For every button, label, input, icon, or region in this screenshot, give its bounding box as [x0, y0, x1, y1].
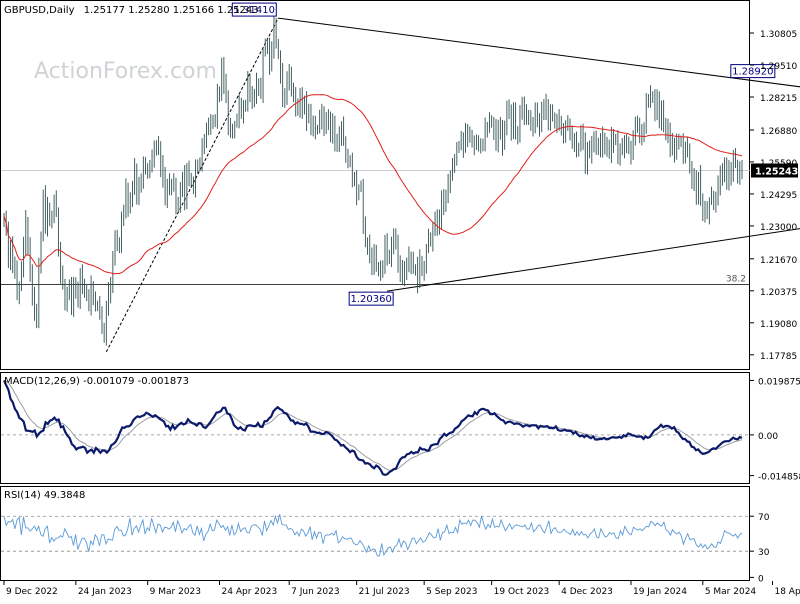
price-tick-label: 1.23000 [760, 223, 797, 233]
rsi-title: RSI(14) 49.3848 [4, 490, 85, 501]
price-tick-label: 1.21670 [760, 256, 797, 266]
current-price-marker [751, 163, 798, 178]
ma-line [3, 94, 743, 275]
macd-title: MACD(12,26,9) -0.001079 -0.001873 [4, 376, 189, 387]
macd-tick-label: 0.00 [758, 432, 778, 442]
current-price-label: 1.25243 [755, 166, 798, 177]
rsi-tick-label: 30 [758, 548, 770, 558]
date-tick-label: 9 Dec 2022 [6, 587, 58, 597]
rsi-panel: 70 30 0 [1, 513, 770, 584]
date-tick-label: 4 Dec 2023 [561, 587, 613, 597]
watermark: ActionForex.com [34, 59, 217, 84]
date-tick-label: 19 Oct 2023 [494, 587, 550, 597]
date-tick-label: 5 Mar 2024 [705, 587, 757, 597]
date-tick-label: 9 Mar 2023 [150, 587, 201, 597]
rsi-tick-label: 0 [758, 574, 764, 584]
price-panel-frame [0, 0, 750, 370]
date-tick-label: 24 Jan 2023 [78, 587, 132, 597]
macd-panel: 0.019875 0.00 -0.014858 [1, 377, 800, 483]
macd-tick-label: 0.019875 [758, 377, 800, 387]
price-annotation-label: 1.28920 [732, 67, 773, 78]
trendline-0 [278, 17, 800, 88]
price-trendlines [105, 17, 800, 353]
price-candles [3, 14, 743, 346]
moving-average [3, 94, 743, 275]
date-tick-label: 18 Apr 2024 [774, 587, 800, 597]
price-tick-label: 1.28215 [760, 94, 797, 104]
date-tick-label: 21 Jul 2023 [359, 587, 410, 597]
ohlc-label: 1.25177 1.25280 1.25166 1.25243 [84, 5, 259, 16]
price-tick-label: 1.30805 [760, 30, 797, 40]
rsi-tick-label: 70 [758, 513, 770, 523]
trendline-2 [105, 17, 279, 353]
date-tick-label: 7 Jun 2023 [291, 587, 339, 597]
trendline-1 [387, 228, 800, 292]
macd-line [2, 379, 743, 477]
price-annotation-box [348, 291, 394, 306]
price-tick-label: 1.19080 [760, 320, 797, 330]
date-tick-label: 19 Jan 2024 [633, 587, 687, 597]
price-annotation-label: 1.20360 [350, 294, 391, 305]
fib-level-label: 38.2 [726, 274, 746, 284]
rsi-panel-frame [0, 486, 750, 581]
macd-tick-label: -0.014858 [758, 473, 800, 483]
price-level-lines: 38.2 [1, 170, 750, 285]
price-tick-label: 1.24295 [760, 191, 797, 201]
price-tick-label: 1.26880 [760, 127, 797, 137]
price-annotation-box [231, 2, 277, 17]
rsi-line [3, 514, 743, 557]
date-tick-label: 24 Apr 2023 [222, 587, 278, 597]
price-annotation-label: 1.31410 [234, 5, 275, 16]
date-tick-label: 5 Sep 2023 [426, 587, 477, 597]
price-y-axis: 1.308051.295101.282151.268801.255901.242… [750, 30, 798, 362]
symbol-label: GBPUSD,Daily [4, 5, 75, 16]
price-tick-label: 1.29510 [760, 62, 797, 72]
price-tick-label: 1.20375 [760, 288, 797, 298]
date-x-axis: 9 Dec 2022 24 Jan 2023 9 Mar 2023 24 Apr 20… [3, 581, 800, 597]
price-tick-label: 1.17785 [760, 352, 797, 362]
chart-header: GBPUSD,Daily 1.25177 1.25280 1.25166 1.2… [4, 5, 259, 16]
